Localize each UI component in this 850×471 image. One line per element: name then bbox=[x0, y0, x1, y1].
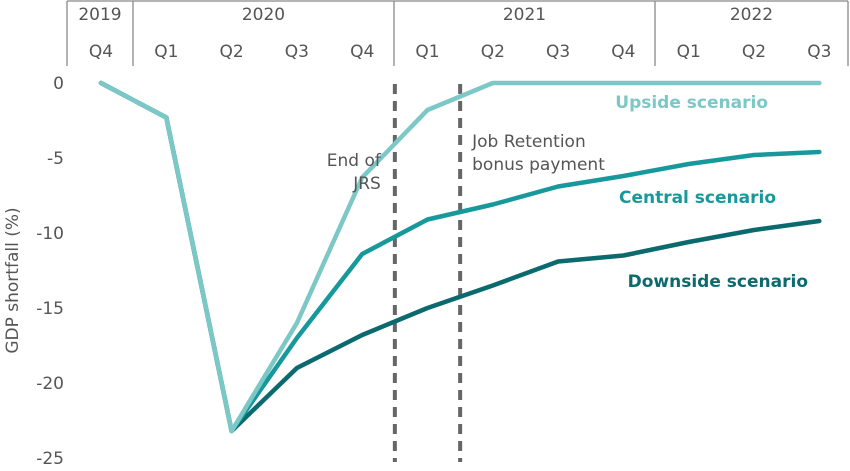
y-axis-label: GDP shortfall (%) bbox=[3, 207, 23, 353]
quarter-header: 2019 2020 2021 2022 Q4 Q1 Q2 Q3 Q4 Q1 Q2 Q3 Q4 Q1 Q2 Q3 bbox=[66, 0, 849, 66]
upside-scenario-label: Upside scenario bbox=[615, 93, 768, 113]
quarter-tick-label: Q3 bbox=[546, 42, 570, 62]
quarter-tick-label: Q1 bbox=[415, 42, 439, 62]
quarter-tick-label: Q2 bbox=[219, 42, 243, 62]
quarter-tick-label: Q2 bbox=[742, 42, 766, 62]
series-labels: Downside scenario Central scenario Upside … bbox=[615, 93, 808, 292]
annotation-text: Job Retention bbox=[471, 132, 586, 152]
series-lines bbox=[98, 80, 822, 434]
quarter-tick-label: Q1 bbox=[677, 42, 701, 62]
quarter-tick-label: Q2 bbox=[481, 42, 505, 62]
annotations: End of JRS Job Retention bonus payment bbox=[327, 132, 605, 194]
central-scenario-label: Central scenario bbox=[619, 188, 776, 208]
downside-scenario-label: Downside scenario bbox=[628, 272, 808, 292]
y-tick-label: 0 bbox=[53, 74, 64, 94]
y-axis: 0 -5 -10 -15 -20 -25 GDP shortfall (%) bbox=[3, 74, 64, 469]
quarter-tick-label: Q1 bbox=[154, 42, 178, 62]
year-label: 2020 bbox=[242, 5, 285, 25]
event-lines bbox=[392, 84, 463, 462]
year-label: 2021 bbox=[503, 5, 546, 25]
y-tick-label: -25 bbox=[36, 449, 64, 469]
quarter-tick-label: Q4 bbox=[89, 42, 113, 62]
quarter-tick-label: Q4 bbox=[611, 42, 635, 62]
annotation-text: JRS bbox=[352, 174, 381, 194]
year-label: 2022 bbox=[730, 5, 773, 25]
y-tick-label: -10 bbox=[36, 224, 64, 244]
quarter-tick-label: Q3 bbox=[807, 42, 831, 62]
annotation-text: bonus payment bbox=[472, 155, 605, 175]
annotation-text: End of bbox=[327, 151, 382, 171]
quarter-tick-label: Q4 bbox=[350, 42, 374, 62]
y-tick-label: -15 bbox=[36, 299, 64, 319]
y-tick-label: -20 bbox=[36, 374, 64, 394]
year-label: 2019 bbox=[78, 5, 121, 25]
upside-scenario-line bbox=[98, 80, 822, 434]
y-tick-label: -5 bbox=[47, 149, 64, 169]
quarter-tick-label: Q3 bbox=[285, 42, 309, 62]
